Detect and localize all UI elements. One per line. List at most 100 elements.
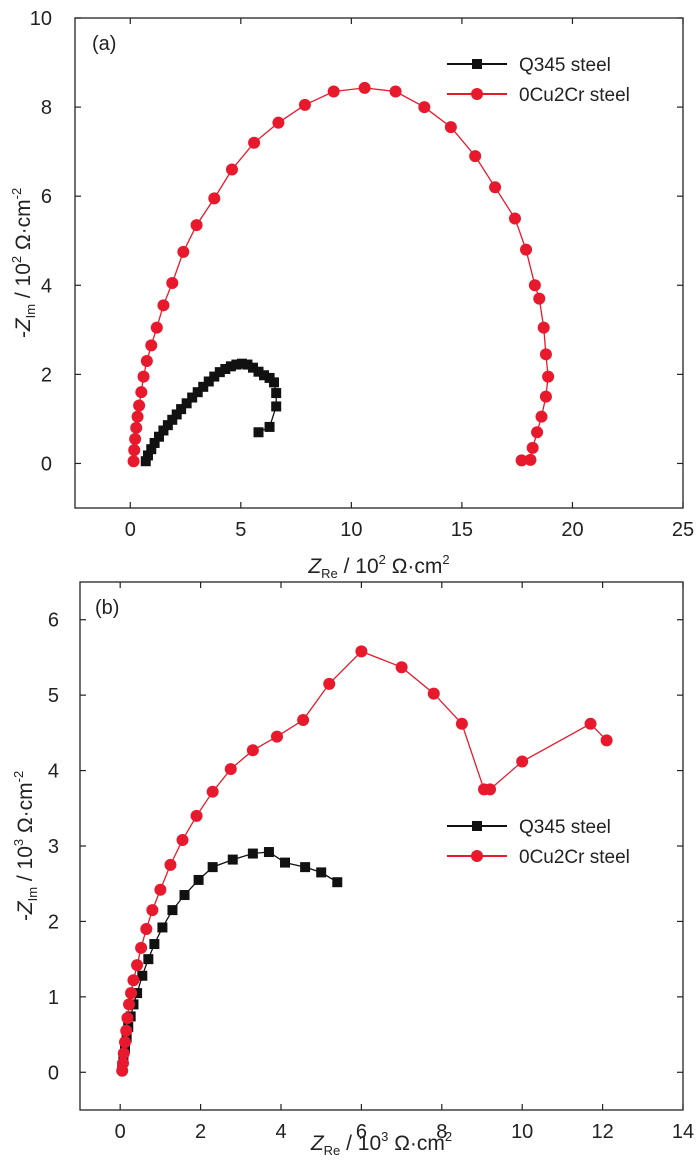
data-point xyxy=(125,987,138,1000)
data-point xyxy=(140,922,153,935)
legend: Q345 steel 0Cu2Cr steel xyxy=(447,817,630,868)
x-tick-label: 2 xyxy=(195,1121,206,1143)
data-point xyxy=(520,243,533,256)
data-point xyxy=(248,136,261,149)
panel-a: 0 5 10 15 20 25 0 2 4 6 8 10 ZRe / 102 Ω·cm2 -ZIm / 1… xyxy=(9,8,694,581)
panel-label: (a) xyxy=(92,33,116,55)
data-point xyxy=(146,904,159,917)
data-point xyxy=(162,420,173,431)
data-point xyxy=(236,358,247,369)
x-tick-label: 6 xyxy=(356,1121,367,1143)
data-point xyxy=(531,426,544,439)
data-point xyxy=(128,444,141,457)
y-tick-label: 3 xyxy=(48,836,59,858)
data-point xyxy=(137,370,150,383)
data-point xyxy=(179,890,190,901)
data-point xyxy=(143,954,154,965)
data-point xyxy=(259,370,270,381)
data-point xyxy=(484,783,497,796)
data-point xyxy=(149,939,160,950)
data-point xyxy=(535,410,548,423)
data-point xyxy=(206,785,219,798)
series-line xyxy=(121,851,338,1069)
data-point xyxy=(158,425,169,436)
x-tick-label: 4 xyxy=(275,1121,286,1143)
data-point xyxy=(157,299,170,312)
series-line xyxy=(132,87,549,462)
plot-frame xyxy=(74,17,684,509)
data-point xyxy=(181,398,192,409)
data-point xyxy=(177,245,190,258)
y-tick-label: 2 xyxy=(41,364,52,386)
data-point xyxy=(270,730,283,743)
data-point xyxy=(193,874,204,885)
x-tick-label: 10 xyxy=(340,519,362,541)
data-point xyxy=(539,348,552,361)
data-point xyxy=(516,755,529,768)
y-tick-label: 6 xyxy=(48,610,59,632)
data-point xyxy=(135,941,148,954)
legend-marker xyxy=(472,59,482,69)
data-point xyxy=(271,388,282,399)
data-point xyxy=(526,441,539,454)
data-point xyxy=(146,444,157,455)
y-tick-label: 5 xyxy=(48,685,59,707)
y-tick-label: 0 xyxy=(48,1062,59,1084)
x-axis-label: ZRe / 103 Ω·cm2 xyxy=(310,1129,452,1158)
data-point xyxy=(131,410,144,423)
data-point xyxy=(242,359,253,370)
data-point xyxy=(137,970,148,981)
legend-label: Q345 steel xyxy=(519,55,611,76)
data-point xyxy=(264,421,275,432)
data-point xyxy=(119,1036,132,1049)
data-point xyxy=(157,922,168,933)
x-tick-label: 20 xyxy=(561,519,583,541)
data-point xyxy=(524,453,537,466)
data-point xyxy=(263,847,274,858)
data-point xyxy=(209,371,220,382)
data-point xyxy=(133,399,146,412)
data-point xyxy=(515,454,528,467)
data-point xyxy=(123,998,136,1011)
data-point xyxy=(150,321,163,334)
data-point xyxy=(600,734,613,747)
data-point xyxy=(192,387,203,398)
data-point xyxy=(444,121,457,134)
legend-label: 0Cu2Cr steel xyxy=(519,85,630,106)
y-tick-label: 2 xyxy=(48,911,59,933)
y-tick-label: 4 xyxy=(48,761,59,783)
legend: Q345 steel 0Cu2Cr steel xyxy=(447,55,630,106)
data-point xyxy=(127,455,140,468)
data-point xyxy=(142,450,153,461)
data-point xyxy=(247,362,258,373)
data-point xyxy=(198,381,209,392)
data-point xyxy=(528,279,541,292)
data-point xyxy=(297,714,310,727)
data-point xyxy=(190,809,203,822)
y-tick-label: 8 xyxy=(41,97,52,119)
data-point xyxy=(389,85,402,98)
y-tick-label: 0 xyxy=(41,453,52,475)
data-point xyxy=(190,219,203,232)
data-point xyxy=(135,386,148,399)
x-tick-label: 0 xyxy=(115,1121,126,1143)
series-q345 xyxy=(117,847,343,1074)
x-tick-label: 25 xyxy=(672,519,694,541)
data-point xyxy=(298,98,311,111)
data-point xyxy=(418,101,431,114)
data-point xyxy=(187,392,198,403)
data-point xyxy=(149,437,160,448)
data-point xyxy=(167,414,178,425)
data-point xyxy=(154,431,165,442)
series-0cu2cr xyxy=(116,645,613,1077)
data-point xyxy=(253,427,264,438)
data-point xyxy=(247,848,258,859)
data-point xyxy=(539,390,552,403)
data-point xyxy=(358,81,371,94)
x-tick-label: 15 xyxy=(451,519,473,541)
data-point xyxy=(225,163,238,176)
x-axis-label: ZRe / 102 Ω·cm2 xyxy=(307,552,449,581)
data-point xyxy=(140,355,153,367)
